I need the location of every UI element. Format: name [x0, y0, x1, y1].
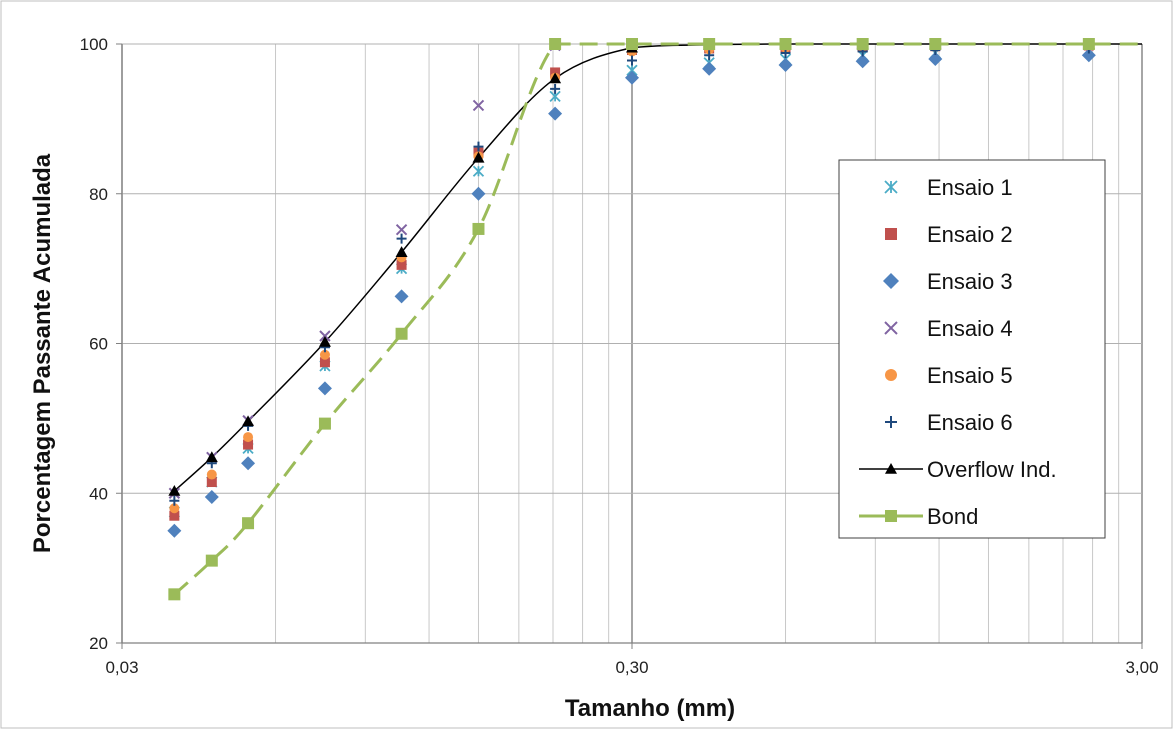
legend-marker-overflow-ind: [885, 463, 897, 474]
point-bond: [472, 222, 485, 235]
legend-label-ensaio-3: Ensaio 3: [927, 269, 1013, 294]
legend-marker-ensaio-1: [884, 180, 898, 194]
series: [167, 38, 1142, 601]
point-ensaio-3: [317, 381, 332, 396]
point-ensaio-4: [395, 223, 408, 236]
point-overflow-ind: [318, 336, 331, 347]
point-bond: [1082, 38, 1095, 50]
point-ensaio-2: [396, 259, 407, 270]
x-tick-label: 3,00: [1125, 658, 1158, 677]
point-ensaio-5: [243, 432, 254, 443]
point-ensaio-4: [472, 99, 485, 112]
point-ensaio-5: [206, 469, 217, 480]
point-ensaio-3: [1081, 48, 1096, 63]
point-ensaio-3: [548, 106, 563, 121]
point-bond: [856, 38, 869, 50]
point-bond: [779, 38, 792, 50]
point-ensaio-2: [206, 477, 217, 488]
legend: Ensaio 1 Ensaio 2 Ensaio 3 Ensaio 4 Ensaio 5…: [838, 159, 1106, 539]
legend-label-ensaio-5: Ensaio 5: [927, 363, 1013, 388]
legend-marker-ensaio-4: [884, 321, 898, 335]
point-ensaio-3: [394, 289, 409, 304]
point-bond: [549, 38, 562, 50]
legend-marker-bond: [885, 510, 897, 522]
point-overflow-ind: [242, 415, 255, 427]
point-bond: [168, 588, 181, 601]
point-overflow-ind: [472, 151, 485, 163]
legend-label-bond: Bond: [927, 504, 978, 529]
point-ensaio-3: [471, 186, 486, 201]
point-overflow-ind: [549, 72, 562, 84]
point-ensaio-5: [169, 503, 180, 514]
point-ensaio-1: [472, 165, 485, 177]
legend-label-ensaio-2: Ensaio 2: [927, 222, 1013, 247]
legend-marker-ensaio-6: [885, 416, 897, 428]
point-ensaio-6: [550, 83, 561, 94]
axis-ticks: 20 40 60 80 100 0,03 0,30 3,00: [80, 35, 1159, 677]
point-ensaio-3: [625, 70, 639, 85]
point-bond: [205, 554, 218, 567]
point-bond: [395, 327, 408, 340]
point-bond: [626, 38, 638, 50]
point-bond: [703, 38, 716, 50]
y-tick-label: 40: [89, 484, 108, 503]
point-ensaio-3: [855, 54, 870, 69]
point-overflow-ind: [168, 485, 181, 496]
point-ensaio-3: [702, 61, 717, 76]
legend-label-overflow-ind: Overflow Ind.: [927, 457, 1057, 482]
point-ensaio-3: [928, 51, 943, 66]
y-tick-label: 100: [80, 35, 108, 54]
legend-marker-ensaio-5: [885, 369, 897, 381]
x-axis-title: Tamanho (mm): [565, 695, 735, 722]
x-tick-label: 0,03: [105, 658, 138, 677]
legend-label-ensaio-6: Ensaio 6: [927, 410, 1013, 435]
point-ensaio-2: [169, 510, 180, 521]
legend-box: [838, 159, 1106, 539]
legend-marker-ensaio-2: [885, 228, 897, 240]
point-ensaio-3: [241, 456, 256, 471]
point-ensaio-6: [473, 141, 484, 152]
x-tick-label: 0,30: [615, 658, 648, 677]
point-ensaio-6: [627, 55, 637, 66]
point-ensaio-3: [204, 489, 219, 504]
point-bond: [929, 38, 942, 50]
point-bond: [318, 417, 331, 430]
y-tick-label: 80: [89, 185, 108, 204]
legend-marker-ensaio-3: [883, 273, 899, 289]
legend-label-ensaio-4: Ensaio 4: [927, 316, 1013, 341]
y-tick-label: 20: [89, 634, 108, 653]
y-tick-label: 60: [89, 335, 108, 354]
point-ensaio-6: [704, 50, 715, 61]
point-ensaio-2: [243, 439, 254, 450]
point-ensaio-2: [319, 357, 330, 368]
point-ensaio-5: [319, 349, 330, 360]
legend-label-ensaio-1: Ensaio 1: [927, 175, 1013, 200]
point-ensaio-3: [167, 523, 182, 538]
point-bond: [242, 517, 255, 530]
point-overflow-ind: [395, 246, 408, 257]
y-axis-title: Porcentagem Passante Acumulada: [29, 153, 56, 553]
point-ensaio-3: [778, 57, 793, 72]
point-overflow-ind: [205, 451, 218, 463]
point-ensaio-6: [169, 495, 180, 506]
point-ensaio-6: [396, 233, 407, 244]
